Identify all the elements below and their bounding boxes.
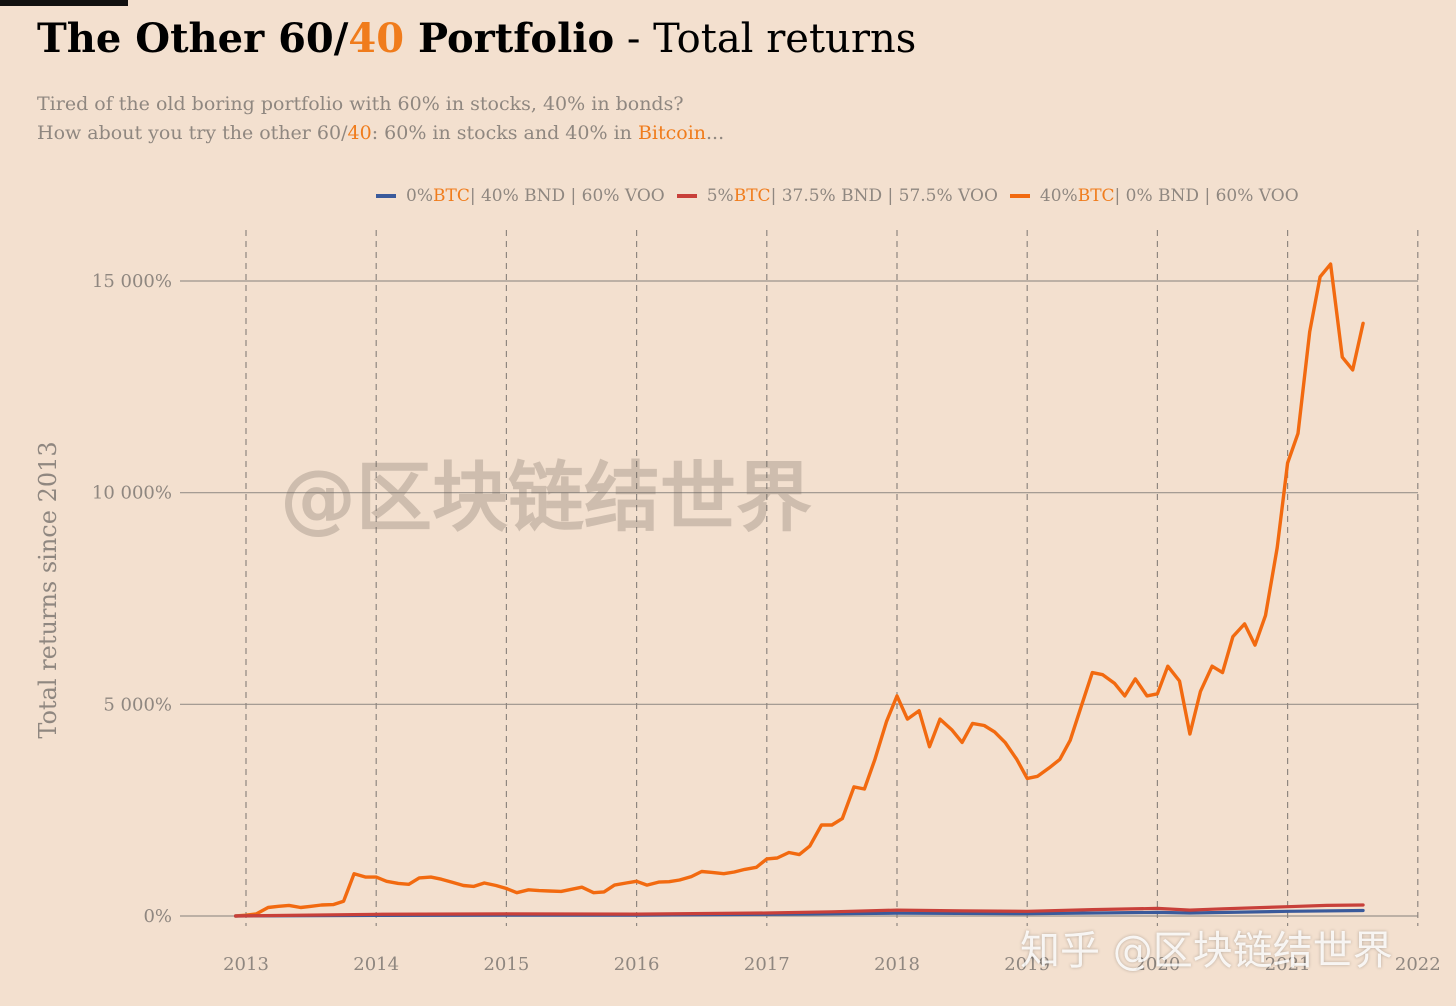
y-tick-label: 15 000% (92, 271, 172, 292)
x-tick-label: 2020 (1134, 954, 1180, 975)
y-tick-label: 5 000% (103, 694, 172, 715)
legend-label-0btc-pre: 0% (406, 186, 433, 206)
legend-swatch-5btc (676, 194, 697, 198)
subtitle-line-2: How about you try the other 60/40: 60% i… (37, 119, 724, 148)
legend-item-40btc: 40% BTC | 0% BND | 60% VOO (1009, 186, 1299, 206)
top-accent-bar (0, 0, 128, 6)
subtitle-line-2-c: ... (706, 122, 725, 144)
legend-label-40btc-btc: BTC (1077, 186, 1115, 206)
legend-item-0btc: 0% BTC | 40% BND | 60% VOO (376, 186, 665, 206)
legend-label-5btc-post: | 37.5% BND | 57.5% VOO (770, 186, 998, 206)
subtitle-line-2-b: : 60% in stocks and 40% in (371, 122, 638, 144)
legend-label-0btc-btc: BTC (432, 186, 470, 206)
x-tick-label: 2014 (353, 954, 399, 975)
legend-swatch-40btc (1009, 194, 1030, 198)
legend-item-5btc: 5% BTC | 37.5% BND | 57.5% VOO (676, 186, 998, 206)
x-tick-label: 2018 (874, 954, 920, 975)
chart-subtitle: Tired of the old boring portfolio with 6… (37, 90, 724, 148)
title-highlight: 40 (348, 15, 405, 62)
x-tick-label: 2022 (1395, 954, 1441, 975)
x-tick-label: 2017 (744, 954, 790, 975)
chart-legend: 0% BTC | 40% BND | 60% VOO 5% BTC | 37.5… (376, 186, 1299, 206)
title-rest: - Total returns (614, 16, 917, 62)
x-tick-label: 2016 (614, 954, 660, 975)
legend-label-5btc-btc: BTC (733, 186, 771, 206)
y-axis-label: Total returns since 2013 (34, 441, 62, 738)
watermark-corner: 知乎 @区块链结世界 (1020, 928, 1393, 974)
title-part-a: The Other 60/ (37, 15, 349, 62)
x-tick-label: 2021 (1265, 954, 1311, 975)
y-tick-label: 0% (143, 906, 172, 927)
legend-label-40btc-post: | 0% BND | 60% VOO (1114, 186, 1299, 206)
subtitle-line-1: Tired of the old boring portfolio with 6… (37, 93, 684, 115)
watermark-center: @区块链结世界 (280, 453, 812, 542)
legend-label-0btc-post: | 40% BND | 60% VOO (469, 186, 665, 206)
x-tick-label: 2019 (1004, 954, 1050, 975)
series-line-2 (233, 262, 1365, 918)
x-tick-label: 2015 (483, 954, 529, 975)
title-part-b: Portfolio (404, 15, 615, 62)
x-tick-label: 2013 (223, 954, 269, 975)
y-tick-label: 10 000% (92, 483, 172, 504)
legend-swatch-0btc (376, 194, 396, 198)
subtitle-line-2-hl1: 40 (347, 122, 372, 144)
subtitle-line-2-hl2: Bitcoin (637, 122, 707, 144)
legend-label-40btc-pre: 40% (1039, 186, 1078, 206)
series-line-1 (234, 903, 1365, 918)
legend-label-5btc-pre: 5% (706, 186, 734, 206)
chart-title: The Other 60/40 Portfolio - Total return… (37, 14, 916, 64)
subtitle-line-2-a: How about you try the other 60/ (37, 122, 348, 144)
